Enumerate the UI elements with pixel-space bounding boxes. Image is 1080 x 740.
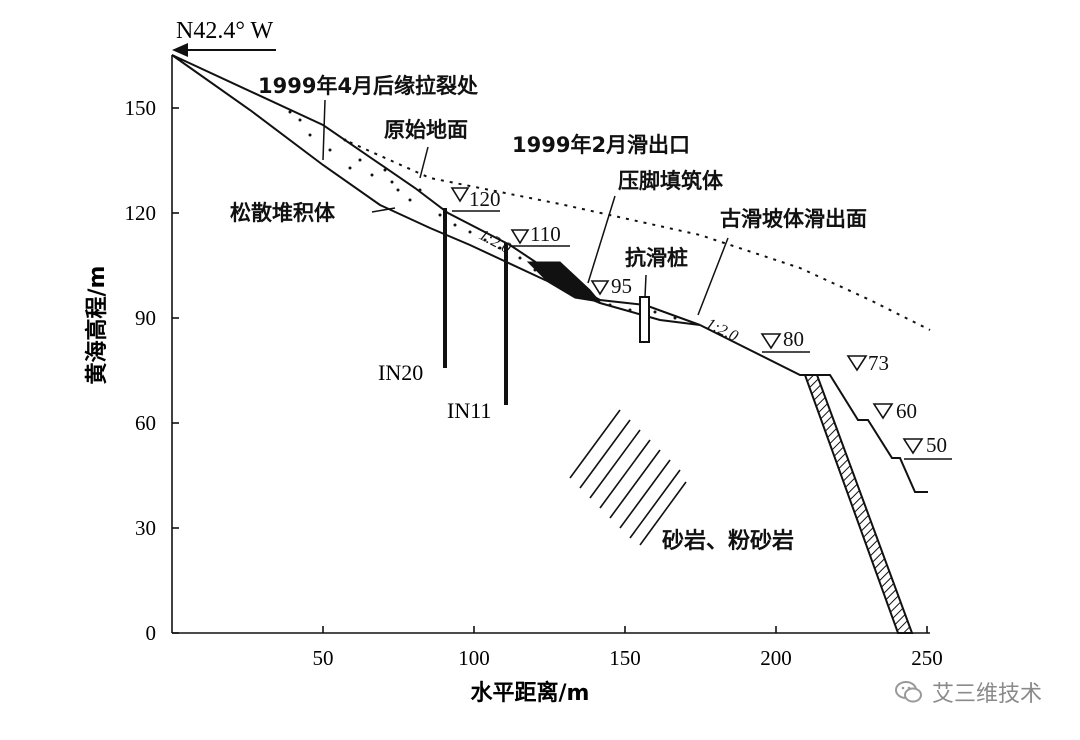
level-marker-120: 120 bbox=[450, 187, 501, 212]
wechat-icon bbox=[894, 681, 922, 703]
label-ancient-slip-surface: 古滑坡体滑出面 bbox=[720, 207, 867, 231]
rock-face-hatched bbox=[803, 374, 914, 634]
watermark: 艾三维技术 bbox=[894, 676, 1042, 708]
y-tick-label: 120 bbox=[125, 201, 157, 225]
y-tick-labels: 0 30 60 90 120 150 bbox=[125, 96, 157, 645]
deposit-stipple bbox=[288, 110, 677, 320]
level-label: 80 bbox=[783, 327, 804, 351]
level-marker-73: 73 bbox=[846, 351, 889, 375]
leader-original-ground bbox=[419, 146, 429, 179]
leader-ancient-slip-surface bbox=[697, 237, 729, 316]
y-tick-label: 150 bbox=[125, 96, 157, 120]
level-label: 50 bbox=[926, 433, 947, 457]
watermark-text: 艾三维技术 bbox=[931, 682, 1042, 707]
loose-deposit-body bbox=[171, 54, 701, 326]
x-tick-labels: 50 100 150 200 250 bbox=[313, 646, 943, 670]
anti-slide-pile bbox=[639, 296, 650, 343]
level-label: 110 bbox=[530, 222, 561, 246]
label-loose-deposit: 松散堆积体 bbox=[230, 201, 336, 225]
leader-toe-fill bbox=[587, 195, 616, 284]
x-tick-label: 250 bbox=[911, 646, 943, 670]
label-original-ground: 原始地面 bbox=[384, 118, 468, 142]
original-ground-line bbox=[171, 54, 931, 331]
y-axis-title: 黄海高程/m bbox=[84, 266, 110, 385]
y-tick-label: 0 bbox=[146, 621, 157, 645]
label-rock: 砂岩、粉砂岩 bbox=[662, 528, 794, 554]
x-tick-label: 50 bbox=[313, 646, 334, 670]
label-toe-fill: 压脚填筑体 bbox=[618, 169, 724, 193]
leader-crack bbox=[322, 99, 326, 161]
label-anti-slide-pile: 抗滑桩 bbox=[625, 246, 688, 270]
arrowhead-icon bbox=[172, 43, 188, 57]
ground-profile bbox=[699, 324, 928, 493]
label-slip-exit: 1999年2月滑出口 bbox=[512, 133, 690, 157]
x-tick-label: 100 bbox=[458, 646, 490, 670]
label-crack: 1999年4月后缘拉裂处 bbox=[258, 74, 478, 98]
elevation-markers: 120 110 95 80 73 60 50 bbox=[450, 187, 952, 460]
x-axis-title: 水平距离/m bbox=[471, 680, 590, 706]
level-marker-110: 110 bbox=[510, 222, 570, 247]
rock-hatch-symbol bbox=[569, 409, 687, 546]
level-marker-95: 95 bbox=[590, 274, 632, 298]
slope-ratio-label: 1:2.0 bbox=[703, 315, 740, 345]
direction-label: N42.4° W bbox=[176, 18, 273, 44]
y-tick-label: 60 bbox=[135, 411, 156, 435]
level-label: 60 bbox=[896, 399, 917, 423]
y-tick-label: 90 bbox=[135, 306, 156, 330]
x-tick-label: 200 bbox=[760, 646, 792, 670]
level-label: 73 bbox=[868, 351, 889, 375]
borehole-label-in20: IN20 bbox=[378, 360, 423, 385]
level-label: 95 bbox=[611, 274, 632, 298]
level-marker-60: 60 bbox=[872, 399, 917, 423]
level-marker-50: 50 bbox=[902, 433, 952, 460]
level-label: 120 bbox=[469, 187, 501, 211]
leader-loose-deposit bbox=[371, 207, 396, 213]
direction-indicator: N42.4° W bbox=[172, 18, 276, 57]
toe-fill-body bbox=[526, 261, 602, 303]
axes bbox=[171, 55, 930, 634]
level-marker-80: 80 bbox=[760, 327, 810, 353]
borehole-label-in11: IN11 bbox=[447, 398, 491, 423]
x-tick-label: 150 bbox=[609, 646, 641, 670]
leader-pile bbox=[644, 274, 647, 298]
y-tick-label: 30 bbox=[135, 516, 156, 540]
